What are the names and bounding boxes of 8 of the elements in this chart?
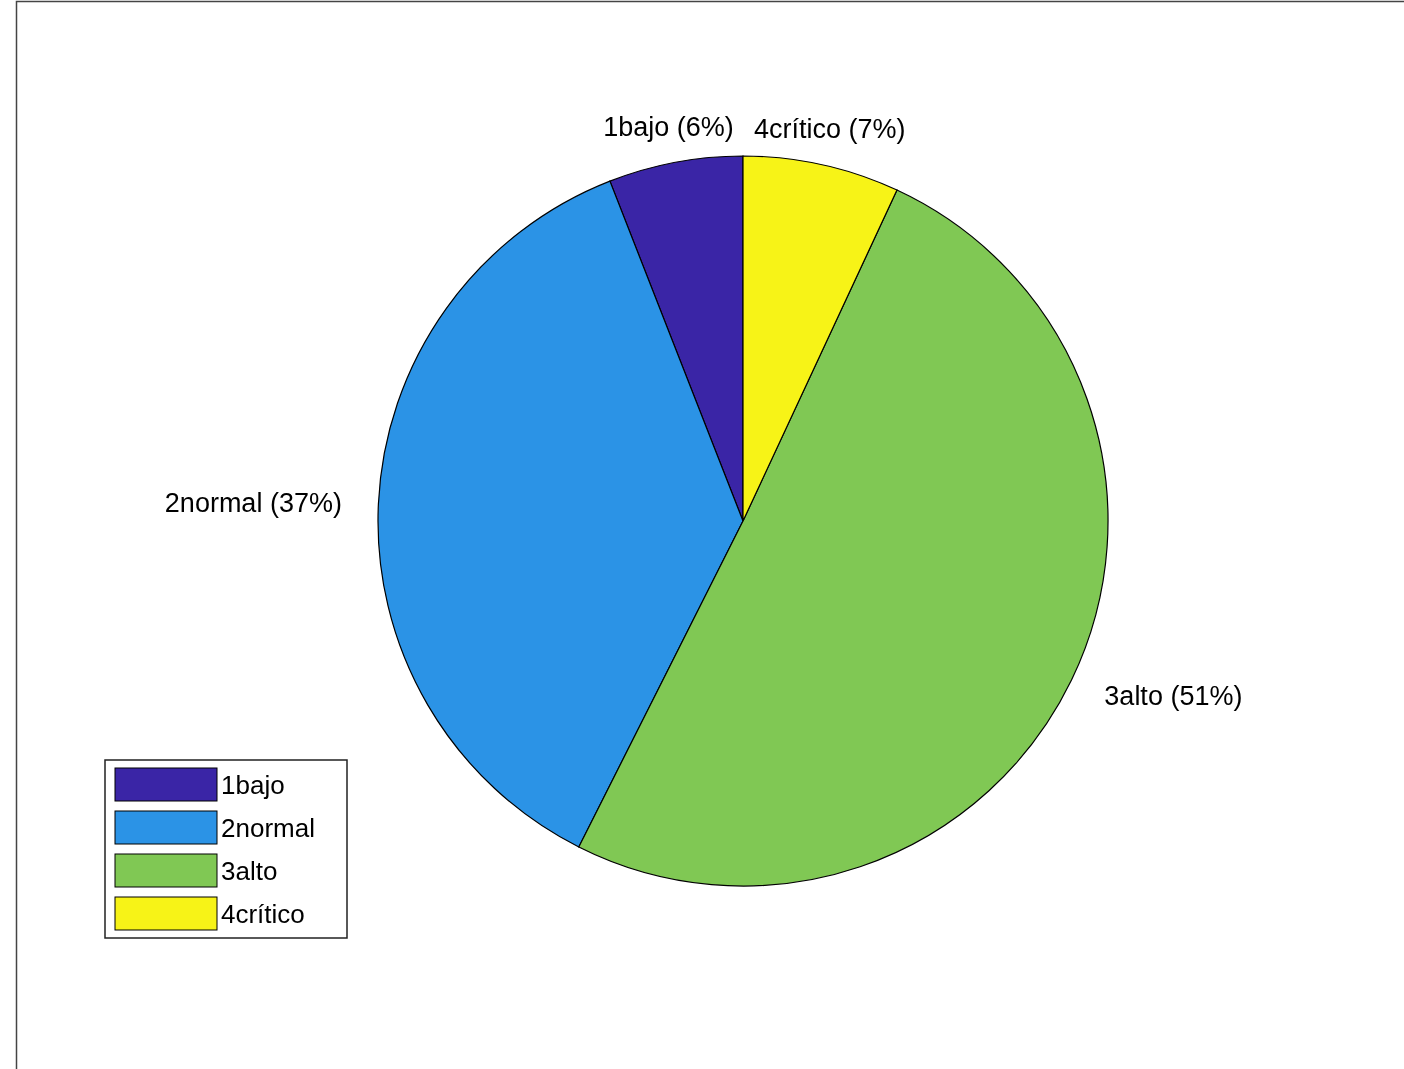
data-label: 2normal (37%): [164, 487, 342, 518]
legend-label: 4crítico: [221, 899, 305, 930]
data-label: 4crítico (7%): [753, 114, 906, 145]
legend-label: 2normal: [221, 813, 315, 844]
data-label: 1bajo (6%): [603, 111, 734, 142]
data-label: 3alto (51%): [1104, 681, 1243, 712]
legend-label: 1bajo: [221, 770, 285, 801]
legend-label: 3alto: [221, 856, 278, 887]
